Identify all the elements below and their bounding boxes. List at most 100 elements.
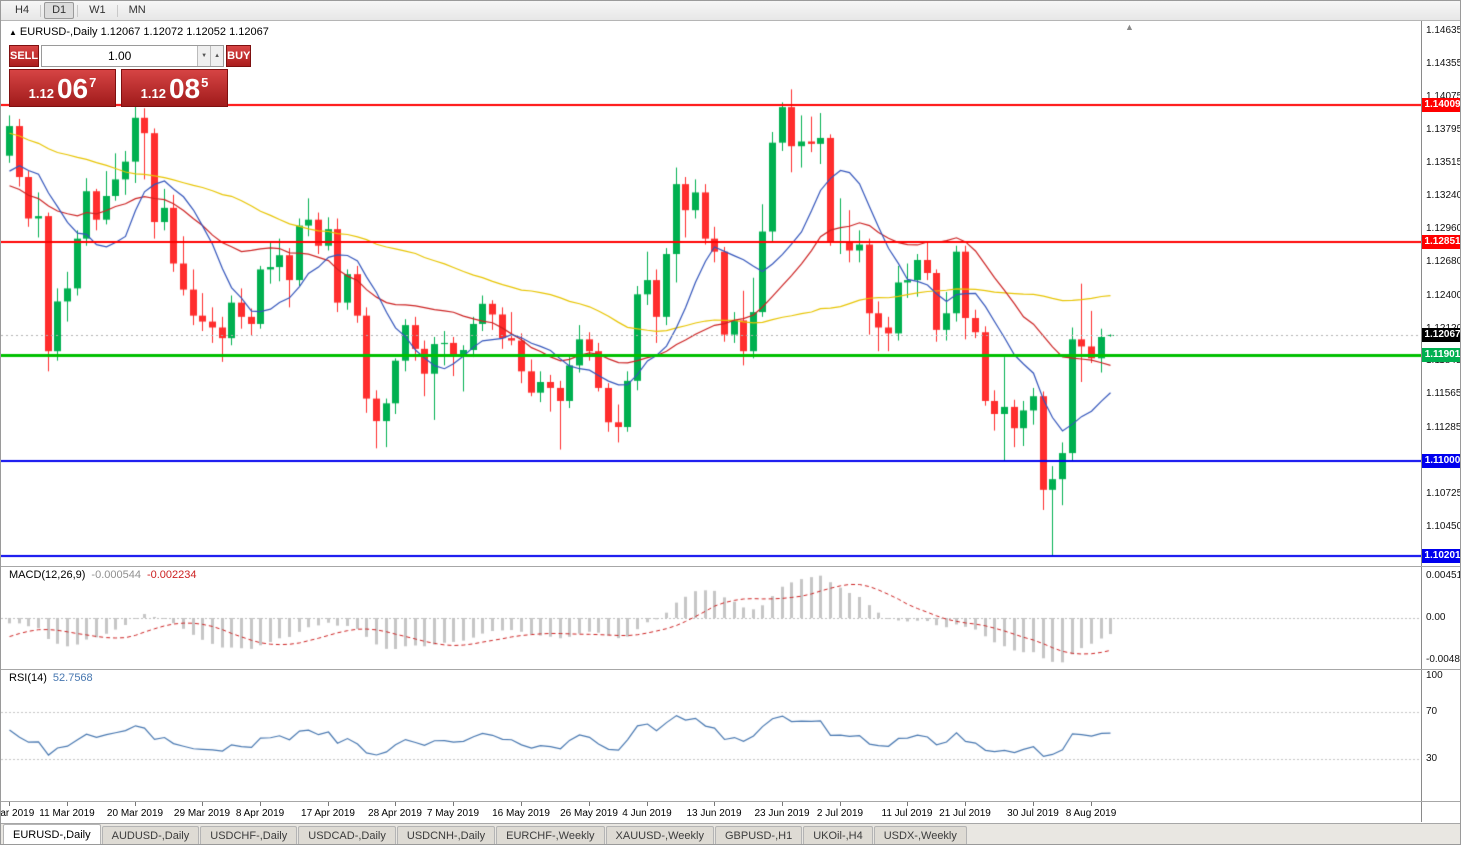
date-tick-mark xyxy=(965,802,966,806)
macd-indicator-chart[interactable] xyxy=(1,567,1421,669)
date-label: 21 Jul 2019 xyxy=(939,808,991,819)
chart-tab-ukoil-h4[interactable]: UKOil-,H4 xyxy=(803,826,873,844)
date-tick-mark xyxy=(840,802,841,806)
date-label: 2 Jul 2019 xyxy=(816,808,864,819)
date-tick-mark xyxy=(521,802,522,806)
volume-field-group: ▼ ▲ xyxy=(41,45,225,67)
date-label: 28 Apr 2019 xyxy=(368,808,422,819)
date-tick-mark xyxy=(1091,802,1092,806)
timeframe-button-mn[interactable]: MN xyxy=(128,4,146,16)
date-tick-mark xyxy=(589,802,590,806)
date-label: 29 Mar 2019 xyxy=(173,808,231,819)
chart-title: ▲ EURUSD-,Daily 1.12067 1.12072 1.12052 1… xyxy=(9,26,269,38)
date-tick-mark xyxy=(907,802,908,806)
chart-ohlc-values: 1.12067 1.12072 1.12052 1.12067 xyxy=(100,26,269,38)
timeframe-button-w1[interactable]: W1 xyxy=(89,4,106,16)
chart-shift-marker-icon[interactable]: ▲ xyxy=(1125,22,1134,32)
macd-label: MACD(12,26,9) xyxy=(9,569,86,581)
buy-button[interactable]: BUY xyxy=(226,45,252,67)
volume-input[interactable] xyxy=(42,46,198,66)
price-tick-label: 1.11285 xyxy=(1426,421,1461,433)
macd-signal-value: -0.002234 xyxy=(146,569,197,581)
macd-main-value: -0.000544 xyxy=(91,569,141,581)
pane-splitter-macd[interactable] xyxy=(1,566,1460,567)
price-level-tag: 1.11000 xyxy=(1422,454,1460,469)
price-level-tag: 1.11901 xyxy=(1422,347,1460,362)
sell-price-prefix: 1.12 xyxy=(28,86,54,101)
date-tick-mark xyxy=(714,802,715,806)
pane-splitter-bottom xyxy=(1,801,1460,802)
volume-increase-icon[interactable]: ▲ xyxy=(210,46,224,66)
macd-header: MACD(12,26,9) -0.000544 -0.002234 xyxy=(9,569,197,581)
rsi-axis-label: 70 xyxy=(1426,705,1438,717)
chart-tab-xauusd-weekly[interactable]: XAUUSD-,Weekly xyxy=(605,826,714,844)
price-tick-label: 1.12680 xyxy=(1426,256,1461,268)
sell-price-button[interactable]: 1.12 06 7 xyxy=(9,69,116,107)
chart-tab-eurchf-weekly[interactable]: EURCHF-,Weekly xyxy=(496,826,605,844)
price-tick-label: 1.13515 xyxy=(1426,157,1461,169)
chart-tab-usdx-weekly[interactable]: USDX-,Weekly xyxy=(873,826,967,844)
date-label: 17 Apr 2019 xyxy=(301,808,355,819)
price-axis[interactable]: 1.14635 1.14355 1.14075 1.13795 1.13515 1.132… xyxy=(1421,21,1461,822)
rsi-axis-label: 30 xyxy=(1426,753,1438,765)
date-label: 16 May 2019 xyxy=(492,808,550,819)
date-label: 1 Mar 2019 xyxy=(0,808,35,819)
price-level-tag: 1.12851 xyxy=(1422,235,1460,250)
chart-tab-usdchf-daily[interactable]: USDCHF-,Daily xyxy=(200,826,298,844)
date-tick-mark xyxy=(453,802,454,806)
price-tick-label: 1.10725 xyxy=(1426,487,1461,499)
date-label: 8 Apr 2019 xyxy=(235,808,285,819)
price-tick-label: 1.11565 xyxy=(1426,388,1461,400)
chart-tab-usdcad-daily[interactable]: USDCAD-,Daily xyxy=(298,826,396,844)
price-chart[interactable] xyxy=(1,21,1421,566)
date-label: 11 Jul 2019 xyxy=(881,808,933,819)
date-tick-mark xyxy=(135,802,136,806)
price-tick-label: 1.14075 xyxy=(1426,91,1461,103)
pane-splitter-rsi[interactable] xyxy=(1,669,1460,670)
chart-symbol-label: EURUSD-,Daily xyxy=(19,26,98,38)
rsi-label: RSI(14) xyxy=(9,672,47,684)
price-tick-label: 1.14635 xyxy=(1426,24,1461,36)
sell-price-pip: 7 xyxy=(89,75,97,90)
date-label: 13 Jun 2019 xyxy=(686,808,742,819)
macd-axis-label: -0.004800 xyxy=(1426,654,1460,665)
date-tick-mark xyxy=(202,802,203,806)
toolbar-separator xyxy=(40,4,42,17)
time-axis[interactable]: 1 Mar 2019 11 Mar 2019 20 Mar 2019 29 Mar 2… xyxy=(1,802,1421,823)
chart-tab-eurusd-daily[interactable]: EURUSD-,Daily xyxy=(3,824,101,844)
date-tick-mark xyxy=(1033,802,1034,806)
volume-decrease-icon[interactable]: ▼ xyxy=(197,46,211,66)
date-label: 20 Mar 2019 xyxy=(106,808,164,819)
buy-price-big: 08 xyxy=(168,73,201,104)
toolbar-separator xyxy=(116,4,118,17)
buy-price-button[interactable]: 1.12 08 5 xyxy=(121,69,228,107)
macd-axis-label: 0.004517 xyxy=(1426,570,1460,581)
date-label: 8 Aug 2019 xyxy=(1065,808,1117,819)
timeframe-button-d1[interactable]: D1 xyxy=(44,2,75,19)
date-label: 30 Jul 2019 xyxy=(1007,808,1059,819)
timeframe-toolbar: H4 D1 W1 MN xyxy=(1,1,1460,21)
rsi-indicator-chart[interactable] xyxy=(1,670,1421,801)
price-tick-label: 1.12400 xyxy=(1426,289,1461,301)
date-label: 11 Mar 2019 xyxy=(39,808,95,819)
sell-price-big: 06 xyxy=(56,73,89,104)
price-level-tag: 1.14009 xyxy=(1422,97,1460,112)
buy-price-pip: 5 xyxy=(201,75,209,90)
date-tick-mark xyxy=(647,802,648,806)
date-label: 4 Jun 2019 xyxy=(622,808,672,819)
timeframe-button-h4[interactable]: H4 xyxy=(15,4,30,16)
price-tick-label: 1.14355 xyxy=(1426,57,1461,69)
price-tick-label: 1.10450 xyxy=(1426,520,1461,532)
chart-tab-usdcnh-daily[interactable]: USDCNH-,Daily xyxy=(396,826,496,844)
chart-tab-bar: EURUSD-,Daily AUDUSD-,Daily USDCHF-,Daily U… xyxy=(1,823,1460,844)
price-level-tag: 1.10201 xyxy=(1422,549,1460,564)
toolbar-separator xyxy=(77,4,79,17)
chart-tab-audusd-daily[interactable]: AUDUSD-,Daily xyxy=(101,826,200,844)
date-tick-mark xyxy=(395,802,396,806)
chart-tab-gbpusd-h1[interactable]: GBPUSD-,H1 xyxy=(714,826,803,844)
rsi-axis-label: 100 xyxy=(1426,669,1443,681)
sell-button[interactable]: SELL xyxy=(9,45,40,67)
date-tick-mark xyxy=(328,802,329,806)
